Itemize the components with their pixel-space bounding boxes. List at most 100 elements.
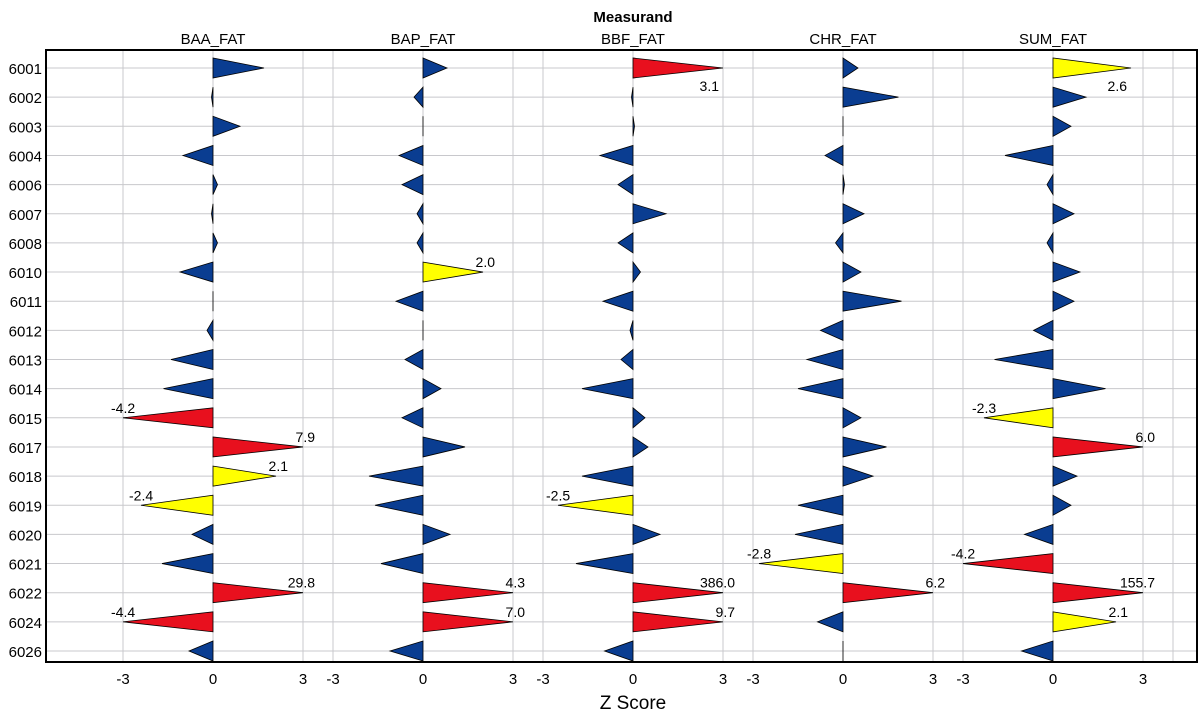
zscore-marker xyxy=(1052,582,1144,604)
zscore-marker xyxy=(1052,86,1088,108)
x-tick-label: 3 xyxy=(719,671,727,688)
zscore-marker xyxy=(397,144,424,167)
zscore-marker xyxy=(1052,290,1075,312)
zscore-marker xyxy=(422,57,449,79)
zscore-marker xyxy=(122,407,214,429)
zscore-marker xyxy=(212,436,304,458)
zscore-marker xyxy=(368,465,424,487)
row-label: 6011 xyxy=(10,294,42,311)
row-label: 6010 xyxy=(9,265,42,282)
x-tick-label: 0 xyxy=(209,671,217,688)
zscore-marker xyxy=(842,86,899,108)
zscore-marker xyxy=(805,348,844,371)
zscore-marker xyxy=(632,436,649,458)
data-label: -4.4 xyxy=(111,604,135,620)
zscore-marker xyxy=(962,553,1054,574)
zscore-marker xyxy=(632,57,724,79)
row-label: 6006 xyxy=(9,178,42,195)
data-label: 386.0 xyxy=(700,575,735,591)
x-tick-label: 0 xyxy=(1049,671,1057,688)
x-tick-label: -3 xyxy=(326,671,339,688)
zscore-marker xyxy=(842,436,887,458)
zscore-marker xyxy=(211,203,214,224)
zscore-marker xyxy=(1052,378,1106,400)
zscore-marker xyxy=(1004,144,1054,166)
zscore-marker xyxy=(122,611,214,633)
zscore-marker xyxy=(211,87,214,108)
zscore-marker xyxy=(422,523,452,545)
row-label: 6003 xyxy=(9,119,42,136)
zscore-marker xyxy=(983,407,1054,429)
x-tick-label: 0 xyxy=(839,671,847,688)
x-tick-label: 0 xyxy=(629,671,637,688)
zscore-marker xyxy=(374,494,424,516)
zscore-marker xyxy=(388,640,424,662)
x-tick-label: 0 xyxy=(419,671,427,688)
zscore-marker xyxy=(1052,261,1082,283)
zscore-marker xyxy=(629,320,634,341)
data-label: -4.2 xyxy=(951,546,975,562)
zscore-marker xyxy=(842,174,845,195)
panel-title: BAA_FAT xyxy=(181,31,246,48)
zscore-marker xyxy=(422,436,466,458)
data-label: 7.0 xyxy=(506,604,526,620)
zscore-marker xyxy=(178,261,214,283)
zscore-marker xyxy=(206,318,214,342)
zscore-marker xyxy=(632,582,724,604)
x-tick-label: -3 xyxy=(956,671,969,688)
zscore-marker xyxy=(416,231,424,255)
zscore-marker xyxy=(1052,203,1075,225)
zscore-marker xyxy=(212,174,218,195)
zscore-marker xyxy=(212,582,304,604)
zscore-marker xyxy=(842,465,875,487)
data-label: 2.0 xyxy=(476,254,496,270)
data-label: -2.3 xyxy=(972,400,996,416)
zscore-marker xyxy=(557,494,634,516)
x-tick-label: 3 xyxy=(929,671,937,688)
zscore-marker xyxy=(620,348,634,371)
row-label: 6021 xyxy=(9,557,42,574)
zscore-marker xyxy=(575,553,634,575)
zscore-marker xyxy=(1052,57,1132,79)
row-label: 6001 xyxy=(9,61,42,78)
zscore-marker xyxy=(1052,436,1144,458)
zscore-marker xyxy=(631,87,634,108)
data-label: -2.8 xyxy=(747,546,771,562)
zscore-marker xyxy=(835,231,844,255)
zscore-marker xyxy=(842,582,934,604)
zscore-marker xyxy=(401,407,424,429)
panel-title: BAP_FAT xyxy=(391,31,456,48)
zscore-marker xyxy=(380,553,424,575)
row-label: 6012 xyxy=(9,323,42,340)
zscore-marker xyxy=(1046,231,1054,255)
zscore-marker xyxy=(212,232,218,254)
row-label: 6007 xyxy=(9,207,42,224)
zscore-marker xyxy=(170,348,214,371)
data-label: 3.1 xyxy=(700,78,720,94)
zscore-marker xyxy=(797,378,844,400)
zscore-marker xyxy=(842,203,865,225)
data-label: 155.7 xyxy=(1120,575,1155,591)
zscore-marker xyxy=(187,640,214,662)
zscore-marker xyxy=(212,465,277,487)
zscore-marker xyxy=(581,378,634,400)
zscore-marker xyxy=(212,57,265,79)
zscore-marker xyxy=(632,260,641,284)
zscore-marker xyxy=(632,523,662,545)
panel-title: BBF_FAT xyxy=(601,31,665,48)
zscore-marker xyxy=(163,378,214,400)
data-label: 2.1 xyxy=(269,458,289,474)
data-label: 2.1 xyxy=(1109,604,1129,620)
data-label: 29.8 xyxy=(288,575,315,591)
zscore-marker xyxy=(1020,640,1054,662)
zscore-marker xyxy=(1052,611,1117,633)
data-label: -4.2 xyxy=(111,400,135,416)
zscore-marker xyxy=(581,465,634,487)
zscore-marker xyxy=(603,640,634,662)
zscore-marker xyxy=(797,494,844,516)
zscore-marker xyxy=(819,319,844,341)
data-label: 4.3 xyxy=(506,575,526,591)
row-label: 6017 xyxy=(9,440,42,457)
